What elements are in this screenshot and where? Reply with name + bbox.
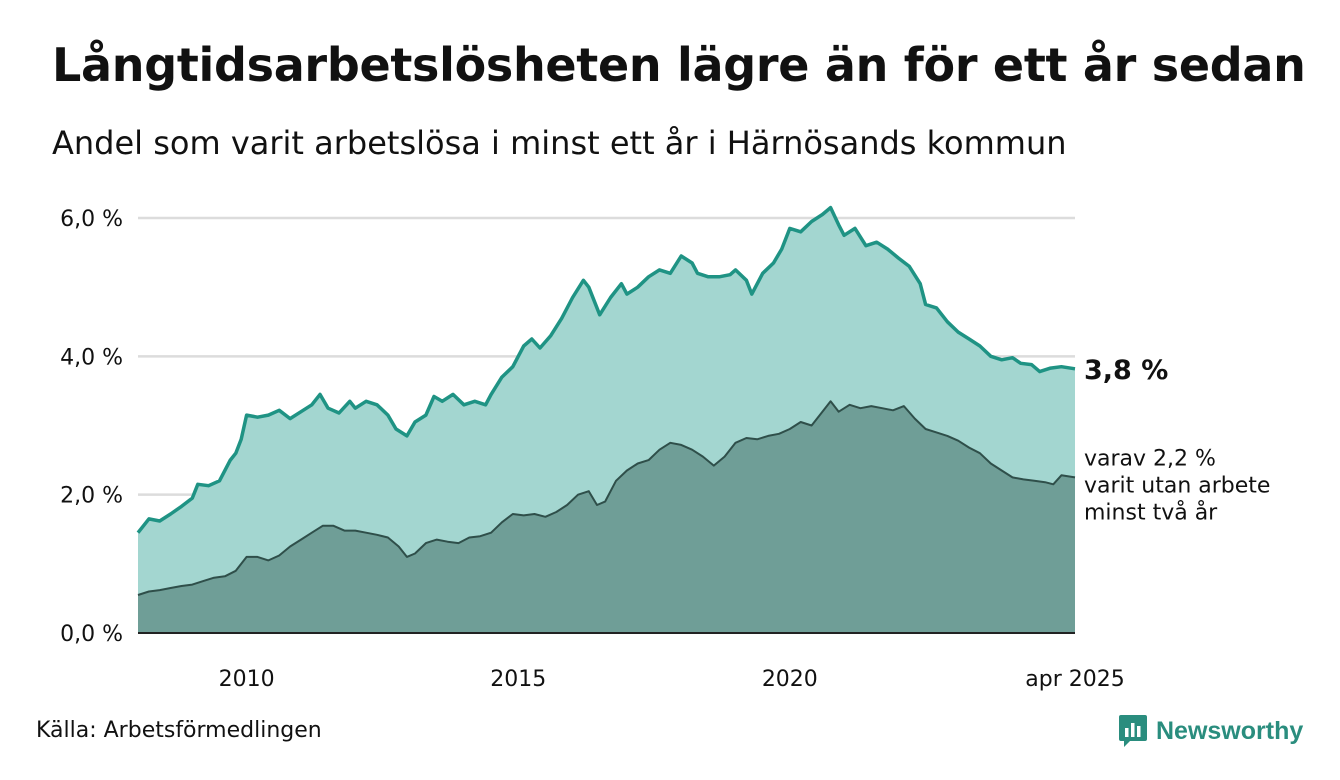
min_two_years-line [137, 400, 1076, 596]
note-line: varit utan arbete [1084, 473, 1270, 498]
note-line: minst två år [1084, 499, 1218, 525]
min_two_years-area [138, 401, 1075, 633]
end-labels: 3,8 % varav 2,2 % varit utan arbete mins… [1084, 355, 1277, 526]
y-tick-label: 2,0 % [60, 484, 123, 509]
chart-title: Långtidsarbetslösheten lägre än för ett … [52, 38, 1306, 92]
y-tick-label: 4,0 % [60, 345, 123, 370]
note-line: varav 2,2 % [1084, 446, 1216, 471]
axes: 0,0 % 2,0 % 4,0 % 6,0 % 2010 2015 2020 apr 2025 [60, 207, 1125, 692]
total-line [136, 205, 1076, 534]
source-note: Källa: Arbetsförmedlingen [36, 718, 322, 743]
chart-subtitle: Andel som varit arbetslösa i minst ett å… [52, 124, 1067, 162]
sub-series-note: varav 2,2 % varit utan arbete minst två … [1084, 446, 1277, 525]
x-tick-label: apr 2025 [1025, 667, 1124, 692]
x-tick-label: 2015 [490, 667, 546, 692]
brand-logo: Newsworthy [1118, 713, 1303, 749]
x-tick-label: 2010 [219, 667, 275, 692]
end-value-label: 3,8 % [1084, 355, 1168, 386]
x-tick-label: 2020 [762, 667, 818, 692]
chart-areas [136, 205, 1076, 633]
brand-name: Newsworthy [1156, 716, 1304, 745]
y-tick-label: 6,0 % [60, 207, 123, 232]
newsworthy-icon [1119, 715, 1147, 747]
y-tick-label: 0,0 % [60, 622, 123, 647]
